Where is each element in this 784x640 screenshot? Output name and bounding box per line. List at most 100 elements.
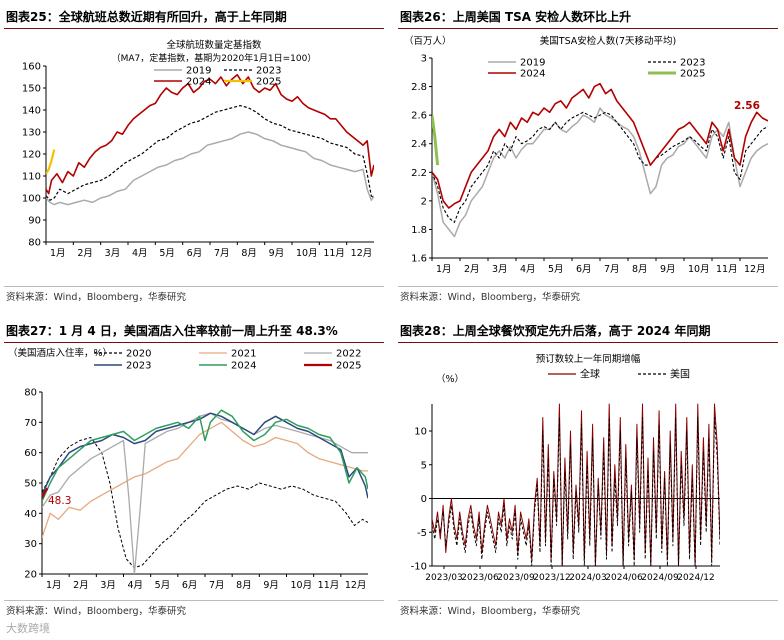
- legend-label-2025: 2025: [256, 77, 281, 88]
- y-tick-label: 2.6: [411, 111, 427, 122]
- figure-title: 1 月 4 日，美国酒店入住率较前一周上升至 48.3%: [58, 324, 338, 338]
- series-line-2022: [42, 412, 368, 574]
- panel-title: 图表26：上周美国 TSA 安检人数环比上升: [400, 6, 776, 28]
- x-tick-label: 2月: [464, 264, 480, 275]
- y-tick-label: 160: [22, 62, 41, 73]
- y-tick-label: 0: [421, 494, 427, 505]
- x-tick-label: 2023/09: [497, 573, 535, 583]
- legend-label-2022: 2022: [336, 349, 361, 360]
- x-tick-label: 10月: [291, 580, 313, 591]
- y-tick-label: 80: [24, 388, 37, 399]
- y-tick-label: -5: [417, 528, 427, 539]
- series-line-2019: [432, 107, 768, 238]
- legend-label-2019: 2019: [520, 58, 545, 69]
- panel-global-flights: 图表25：全球航班总数近期有所回升，高于上年同期 80 90 100 110 120 13…: [4, 6, 384, 306]
- source-note: 资料来源：Wind，Bloomberg，华泰研究: [400, 606, 581, 617]
- x-tick-label: 7月: [604, 264, 620, 275]
- chart-tsa: 1.6 1.8 2 2.2 2.4 2.6 2.8 3 1月 2月 3月 4月 5月 6月 7月 8月 9月 10…: [404, 35, 768, 275]
- series-line-2020: [42, 437, 368, 569]
- series-line-2024: [432, 82, 768, 209]
- y-tick-label: 80: [28, 238, 41, 249]
- x-tick-label: 9月: [269, 248, 285, 259]
- legend-label-2020: 2020: [126, 349, 151, 360]
- series-line-2023: [46, 104, 374, 201]
- legend-label-2023: 2023: [680, 58, 705, 69]
- y-tick-label: 130: [22, 128, 41, 139]
- x-tick-label: 9月: [660, 264, 676, 275]
- panel-title: 图表25：全球航班总数近期有所回升，高于上年同期: [6, 6, 382, 28]
- x-tick-label: 2024/09: [641, 573, 679, 583]
- legend-label-2019: 2019: [186, 66, 211, 77]
- panel-title: 图表27：1 月 4 日，美国酒店入住率较前一周上升至 48.3%: [6, 320, 382, 342]
- title-rule: [4, 28, 384, 29]
- x-tick-label: 2024/06: [605, 573, 643, 583]
- source-rule: [398, 600, 778, 601]
- title-rule: [4, 342, 384, 343]
- chart-title: 全球航班数量定基指数: [166, 39, 262, 51]
- y-tick-label: 100: [22, 194, 41, 205]
- series-line-全球: [432, 403, 720, 566]
- x-tick-label: 2月: [77, 248, 93, 259]
- x-tick-label: 8月: [632, 264, 648, 275]
- figure-number: 图表25：: [6, 10, 59, 24]
- x-tick-label: 2024/12: [677, 573, 714, 583]
- x-tick-label: 7月: [209, 580, 225, 591]
- figure-title: 全球航班总数近期有所回升，高于上年同期: [58, 10, 287, 24]
- y-tick-label: 5: [421, 460, 427, 471]
- x-tick-label: 2023/12: [533, 573, 570, 583]
- y-tick-label: 110: [22, 172, 41, 183]
- series-line-2025: [42, 487, 49, 499]
- x-tick-label: 8月: [241, 248, 257, 259]
- x-tick-label: 5月: [155, 580, 171, 591]
- series-line-2025: [432, 114, 440, 166]
- figure-title: 上周全球餐饮预定先升后落，高于 2024 年同期: [452, 324, 711, 338]
- legend-label-2023: 2023: [126, 361, 151, 372]
- value-annotation: 48.3: [48, 495, 71, 507]
- series-line-2024: [42, 409, 368, 502]
- x-tick-label: 11月: [716, 264, 738, 275]
- x-tick-label: 4月: [128, 580, 144, 591]
- series-line-美国: [432, 417, 720, 566]
- figure-number: 图表28：: [400, 324, 453, 338]
- x-tick-label: 1月: [46, 580, 62, 591]
- source-rule: [398, 286, 778, 287]
- source-rule: [4, 600, 384, 601]
- series-line-2024: [46, 73, 374, 195]
- legend-label-2021: 2021: [231, 349, 256, 360]
- y-axis-label: （美国酒店入住率，%）: [8, 347, 112, 359]
- source-rule: [4, 286, 384, 287]
- x-tick-label: 11月: [318, 580, 340, 591]
- y-tick-label: 3: [421, 54, 427, 65]
- panel-title: 图表28：上周全球餐饮预定先升后落，高于 2024 年同期: [400, 320, 776, 342]
- y-tick-label: 70: [24, 418, 37, 429]
- y-tick-label: 120: [22, 150, 41, 161]
- legend-label-2025: 2025: [680, 69, 705, 80]
- x-tick-label: 8月: [236, 580, 252, 591]
- title-rule: [398, 342, 778, 343]
- legend-label-美国: 美国: [670, 368, 690, 381]
- x-tick-label: 7月: [214, 248, 230, 259]
- panel-hotel-occupancy: 图表27：1 月 4 日，美国酒店入住率较前一周上升至 48.3% 20 30 40…: [4, 320, 384, 620]
- y-tick-label: -10: [411, 562, 427, 573]
- legend-label-全球: 全球: [580, 368, 600, 381]
- x-tick-label: 10月: [688, 264, 710, 275]
- y-tick-label: 1.6: [411, 254, 427, 265]
- panel-tsa: 图表26：上周美国 TSA 安检人数环比上升 1.6 1.8 2 2.2 2.4 2.6 2…: [398, 6, 778, 306]
- x-tick-label: 2023/06: [461, 573, 499, 583]
- legend-label-2024: 2024: [520, 69, 545, 80]
- x-tick-label: 5月: [548, 264, 564, 275]
- x-tick-label: 5月: [159, 248, 175, 259]
- y-tick-label: 90: [28, 216, 41, 227]
- figure-number: 图表27：: [6, 324, 59, 338]
- source-note: 资料来源：Wind，Bloomberg，华泰研究: [6, 606, 187, 617]
- series-line-2021: [42, 421, 368, 538]
- x-tick-label: 2024/03: [569, 573, 606, 583]
- x-tick-label: 11月: [323, 248, 345, 259]
- panel-restaurant-bookings: 图表28：上周全球餐饮预定先升后落，高于 2024 年同期 -10 -5 0 5 10 2…: [398, 320, 778, 620]
- value-annotation: 2.56: [734, 100, 760, 112]
- x-tick-label: 12月: [351, 248, 373, 259]
- x-tick-label: 10月: [296, 248, 318, 259]
- x-tick-label: 12月: [744, 264, 766, 275]
- source-note: 资料来源：Wind，Bloomberg，华泰研究: [6, 292, 187, 303]
- chart-restaurant-bookings: -10-505102023/032023/062023/092023/12202…: [411, 353, 720, 583]
